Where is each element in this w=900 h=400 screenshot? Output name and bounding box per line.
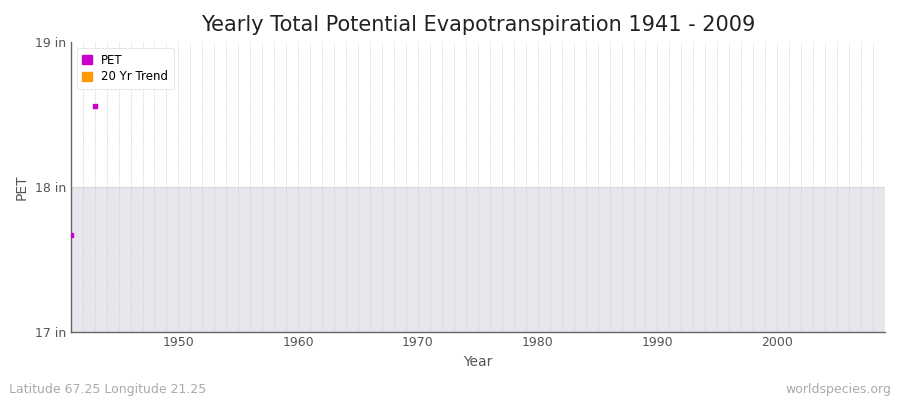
- Point: [87, 102, 102, 109]
- Text: worldspecies.org: worldspecies.org: [785, 383, 891, 396]
- Y-axis label: PET: PET: [15, 174, 29, 200]
- Legend: PET, 20 Yr Trend: PET, 20 Yr Trend: [76, 48, 175, 89]
- Text: Latitude 67.25 Longitude 21.25: Latitude 67.25 Longitude 21.25: [9, 383, 206, 396]
- Title: Yearly Total Potential Evapotranspiration 1941 - 2009: Yearly Total Potential Evapotranspiratio…: [201, 15, 755, 35]
- Point: [64, 232, 78, 238]
- Bar: [71, 187, 885, 332]
- X-axis label: Year: Year: [464, 355, 492, 369]
